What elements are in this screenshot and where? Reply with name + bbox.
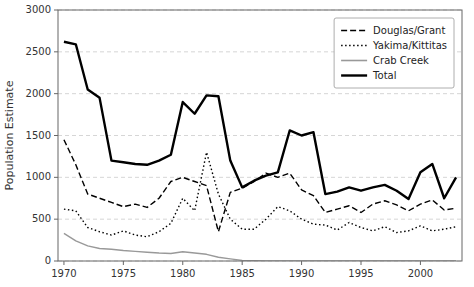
grid-line xyxy=(58,135,462,136)
y-tick xyxy=(54,93,58,94)
x-tick-label: 1975 xyxy=(111,268,136,279)
legend: Douglas/Grant Yakima/Kittitas Crab Creek To… xyxy=(334,18,454,88)
x-tick xyxy=(182,261,183,265)
y-tick-label: 1000 xyxy=(26,171,51,182)
legend-swatch xyxy=(341,60,367,62)
x-tick xyxy=(420,261,421,265)
y-tick-label: 2500 xyxy=(26,46,51,57)
x-tick xyxy=(123,261,124,265)
y-tick-label: 2000 xyxy=(26,88,51,99)
plot-frame xyxy=(58,10,462,261)
y-tick xyxy=(54,177,58,178)
y-tick xyxy=(54,10,58,11)
series-line xyxy=(64,233,456,261)
x-tick-label: 1985 xyxy=(229,268,254,279)
y-tick-label: 3000 xyxy=(26,4,51,15)
y-tick-label: 500 xyxy=(32,213,51,224)
grid-line xyxy=(58,219,462,220)
legend-swatch xyxy=(341,30,367,32)
legend-label: Douglas/Grant xyxy=(373,25,445,36)
plot-area xyxy=(58,10,462,261)
y-tick-label: 1500 xyxy=(26,130,51,141)
x-tick-label: 1990 xyxy=(289,268,314,279)
legend-swatch xyxy=(341,45,367,47)
legend-box xyxy=(334,18,454,88)
y-tick xyxy=(54,135,58,136)
x-tick-label: 2000 xyxy=(408,268,433,279)
y-tick xyxy=(54,51,58,52)
series-line xyxy=(64,140,456,232)
grid xyxy=(58,10,462,261)
legend-label: Crab Creek xyxy=(373,55,429,66)
series-line xyxy=(64,152,456,237)
legend-swatch xyxy=(341,74,367,76)
legend-label: Yakima/Kittitas xyxy=(372,40,447,51)
y-tick-label: 0 xyxy=(45,255,51,266)
grid-line xyxy=(58,93,462,94)
y-tick xyxy=(54,261,58,262)
chart: 0 500 1000 1500 2000 2500 3000 1970 1975 1980 1985… xyxy=(0,0,474,287)
y-tick xyxy=(54,219,58,220)
x-tick xyxy=(361,261,362,265)
x-tick xyxy=(63,261,64,265)
x-tick-label: 1995 xyxy=(348,268,373,279)
series-line xyxy=(64,42,456,199)
x-tick-label: 1980 xyxy=(170,268,195,279)
x-tick xyxy=(301,261,302,265)
legend-label: Total xyxy=(372,70,396,81)
x-tick xyxy=(242,261,243,265)
y-axis-label: Population Estimate xyxy=(3,80,16,190)
x-tick-label: 1970 xyxy=(51,268,76,279)
